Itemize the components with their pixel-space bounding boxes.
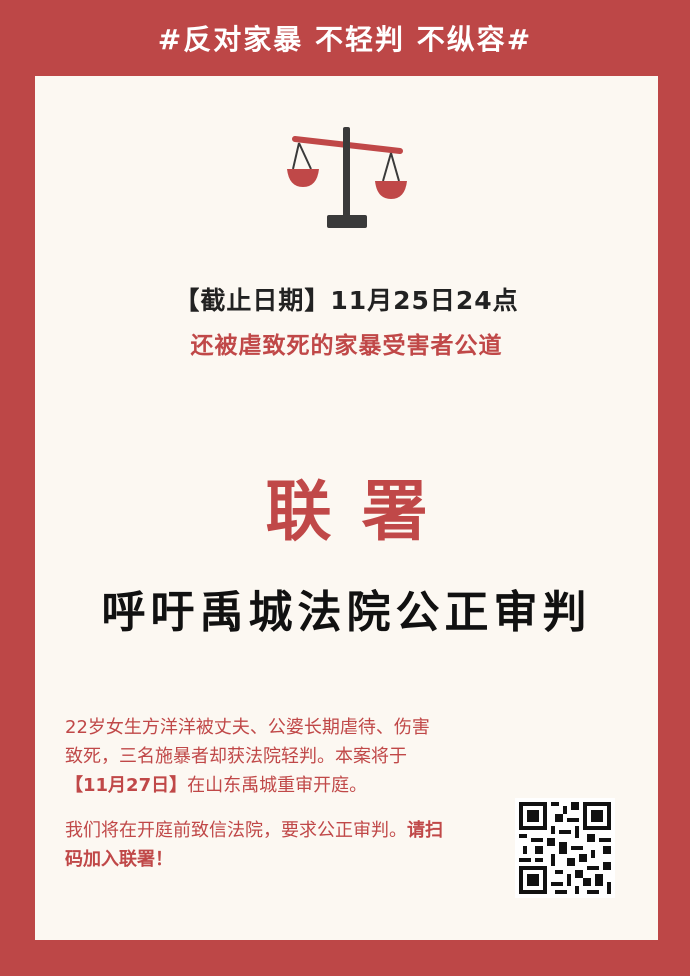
hashtag-banner: #反对家暴 不轻判 不纵容# bbox=[157, 23, 533, 56]
paragraph-call: 我们将在开庭前致信法院，要求公正审判。请扫码加入联署！ bbox=[65, 816, 445, 874]
scan-cta: 请扫码加入联署！ bbox=[65, 820, 443, 870]
qr-code[interactable] bbox=[515, 798, 615, 898]
paragraph-case: 22岁女生方洋洋被丈夫、公婆长期虐待、伤害致死，三名施暴者却获法院轻判。本案将于… bbox=[65, 713, 445, 800]
case-location: 在山东禹城重审开庭。 bbox=[187, 775, 368, 796]
petition-title: 联署 bbox=[265, 473, 458, 550]
case-text: 22岁女生方洋洋被丈夫、公婆长期虐待、伤害致死，三名施暴者却获法院轻判。本案将于 bbox=[65, 717, 430, 767]
hearing-date: 【11月27日】 bbox=[65, 775, 188, 796]
poster-card: 【截止日期】11月25日24点 还被虐致死的家暴受害者公道 联署 呼吁禹城法院公… bbox=[35, 76, 658, 940]
justice-scale-icon bbox=[287, 127, 407, 228]
headline: 呼吁禹城法院公正审判 bbox=[101, 587, 592, 638]
call-text: 我们将在开庭前致信法院，要求公正审判。 bbox=[65, 820, 407, 841]
body-text: 22岁女生方洋洋被丈夫、公婆长期虐待、伤害致死，三名施暴者却获法院轻判。本案将于… bbox=[65, 713, 445, 890]
justice-subtitle: 还被虐致死的家暴受害者公道 bbox=[190, 333, 503, 359]
deadline-text: 【截止日期】11月25日24点 bbox=[174, 286, 519, 315]
